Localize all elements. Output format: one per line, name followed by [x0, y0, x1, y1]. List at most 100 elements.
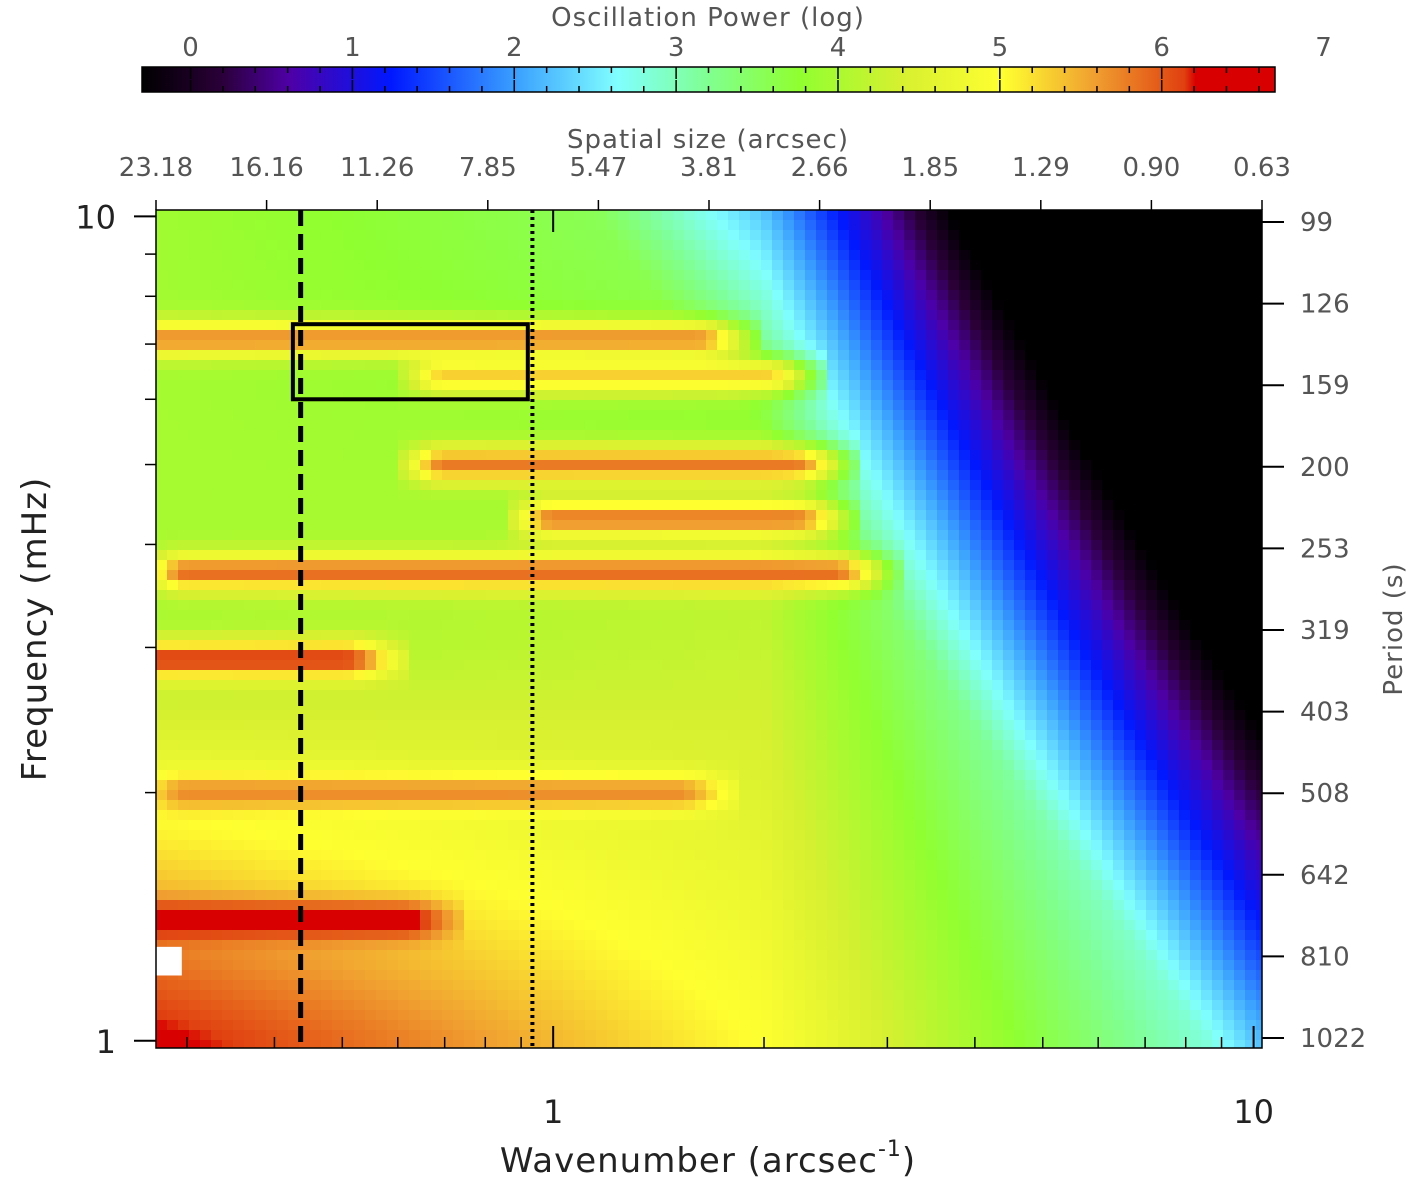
heatmap-cell — [552, 760, 564, 771]
heatmap-cell — [442, 830, 454, 841]
heatmap-cell — [354, 970, 366, 981]
heatmap-cell — [739, 320, 751, 331]
heatmap-cell — [574, 390, 586, 401]
heatmap-cell — [574, 970, 586, 981]
heatmap-cell — [574, 830, 586, 841]
heatmap-cell — [398, 440, 410, 451]
heatmap-cell — [310, 470, 322, 481]
heatmap-cell — [288, 740, 300, 751]
heatmap-cell — [288, 270, 300, 281]
heatmap-cell — [629, 410, 641, 421]
heatmap-cell — [167, 1020, 179, 1031]
heatmap-cell — [607, 410, 619, 421]
heatmap-cell — [761, 720, 773, 731]
heatmap-cell — [398, 530, 410, 541]
heatmap-cell — [761, 920, 773, 931]
heatmap-cell — [618, 350, 630, 361]
heatmap-cell — [277, 410, 289, 421]
heatmap-cell — [486, 770, 498, 781]
heatmap-cell — [277, 1010, 289, 1021]
heatmap-cell — [739, 790, 751, 801]
heatmap-cell — [541, 820, 553, 831]
heatmap-cell — [651, 380, 663, 391]
heatmap-cell — [167, 600, 179, 611]
heatmap-cell — [541, 720, 553, 731]
heatmap-cell — [354, 550, 366, 561]
heatmap-cell — [189, 1020, 201, 1031]
heatmap-cell — [299, 880, 311, 891]
heatmap-cell — [178, 740, 190, 751]
heatmap-cell — [167, 620, 179, 631]
heatmap-cell — [629, 780, 641, 791]
heatmap-cell — [629, 480, 641, 491]
heatmap-cell — [178, 220, 190, 231]
heatmap-cell — [453, 610, 465, 621]
heatmap-cell — [486, 720, 498, 731]
heatmap-cell — [266, 990, 278, 1001]
heatmap-cell — [794, 520, 806, 531]
heatmap-cell — [376, 880, 388, 891]
heatmap-cell — [684, 930, 696, 941]
heatmap-cell — [277, 290, 289, 301]
heatmap-cell — [255, 860, 267, 871]
heatmap-cell — [200, 410, 212, 421]
heatmap-cell — [376, 500, 388, 511]
heatmap-cell — [233, 960, 245, 971]
heatmap-cell — [585, 900, 597, 911]
heatmap-cell — [508, 630, 520, 641]
heatmap-cell — [695, 550, 707, 561]
heatmap-cell — [596, 380, 608, 391]
heatmap-cell — [222, 940, 234, 951]
heatmap-cell — [211, 980, 223, 991]
heatmap-cell — [508, 1000, 520, 1011]
heatmap-cell — [640, 320, 652, 331]
heatmap-cell — [750, 500, 762, 511]
heatmap-cell — [596, 410, 608, 421]
heatmap-cell — [442, 650, 454, 661]
heatmap-cell — [365, 310, 377, 321]
heatmap-cell — [354, 810, 366, 821]
heatmap-cell — [233, 810, 245, 821]
heatmap-cell — [662, 710, 674, 721]
heatmap-cell — [222, 680, 234, 691]
heatmap-cell — [233, 730, 245, 741]
heatmap-cell — [156, 360, 168, 371]
heatmap-cell — [354, 450, 366, 461]
heatmap-cell — [706, 550, 718, 561]
heatmap-cell — [717, 580, 729, 591]
heatmap-cell — [640, 630, 652, 641]
heatmap-cell — [662, 690, 674, 701]
heatmap-cell — [277, 580, 289, 591]
heatmap-cell — [156, 660, 168, 671]
heatmap-cell — [464, 550, 476, 561]
heatmap-cell — [332, 620, 344, 631]
heatmap-cell — [288, 300, 300, 311]
heatmap-cell — [596, 800, 608, 811]
heatmap-cell — [475, 730, 487, 741]
heatmap-cell — [739, 590, 751, 601]
heatmap-cell — [288, 780, 300, 791]
heatmap-cell — [662, 260, 674, 271]
heatmap-cell — [222, 600, 234, 611]
heatmap-cell — [343, 990, 355, 1001]
heatmap-cell — [310, 1000, 322, 1011]
heatmap-cell — [596, 1040, 608, 1048]
heatmap-cell — [244, 770, 256, 781]
heatmap-cell — [255, 560, 267, 571]
heatmap-cell — [761, 350, 773, 361]
top-tick-label: 3.81 — [680, 153, 738, 183]
heatmap-cell — [618, 410, 630, 421]
heatmap-cell — [772, 710, 784, 721]
heatmap-cell — [530, 730, 542, 741]
heatmap-cell — [662, 290, 674, 301]
heatmap-cell — [387, 210, 399, 221]
heatmap-cell — [640, 770, 652, 781]
heatmap-cell — [607, 890, 619, 901]
heatmap-cell — [376, 950, 388, 961]
heatmap-cell — [156, 460, 168, 471]
heatmap-cell — [156, 300, 168, 311]
heatmap-cell — [277, 650, 289, 661]
heatmap-cell — [409, 740, 421, 751]
heatmap-cell — [288, 710, 300, 721]
heatmap-cell — [354, 480, 366, 491]
